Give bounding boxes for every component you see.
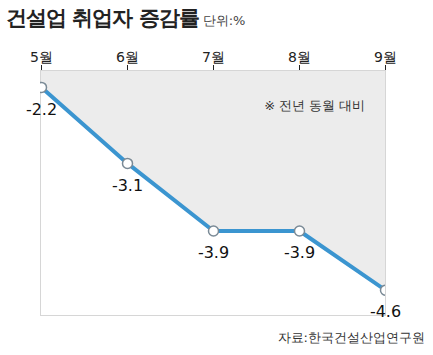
svg-text:-4.6: -4.6 — [370, 302, 401, 321]
svg-text:※ 전년 동월 대비: ※ 전년 동월 대비 — [264, 98, 365, 113]
svg-text:8월: 8월 — [288, 49, 311, 65]
svg-text:6월: 6월 — [116, 49, 139, 65]
html-text:자료:한국건설산업연구원: 자료:한국건설산업연구원 — [277, 330, 425, 345]
svg-text:-3.9: -3.9 — [284, 243, 315, 262]
svg-text:5월: 5월 — [30, 49, 53, 65]
svg-text:-3.9: -3.9 — [198, 243, 229, 262]
html-text:건설업 취업자 증감률단위:%: 건설업 취업자 증감률단위:% — [6, 6, 246, 30]
svg-text:-3.1: -3.1 — [112, 176, 143, 195]
svg-text:-2.2: -2.2 — [26, 100, 57, 119]
svg-text:7월: 7월 — [202, 49, 225, 65]
svg-text:9월: 9월 — [374, 49, 397, 65]
